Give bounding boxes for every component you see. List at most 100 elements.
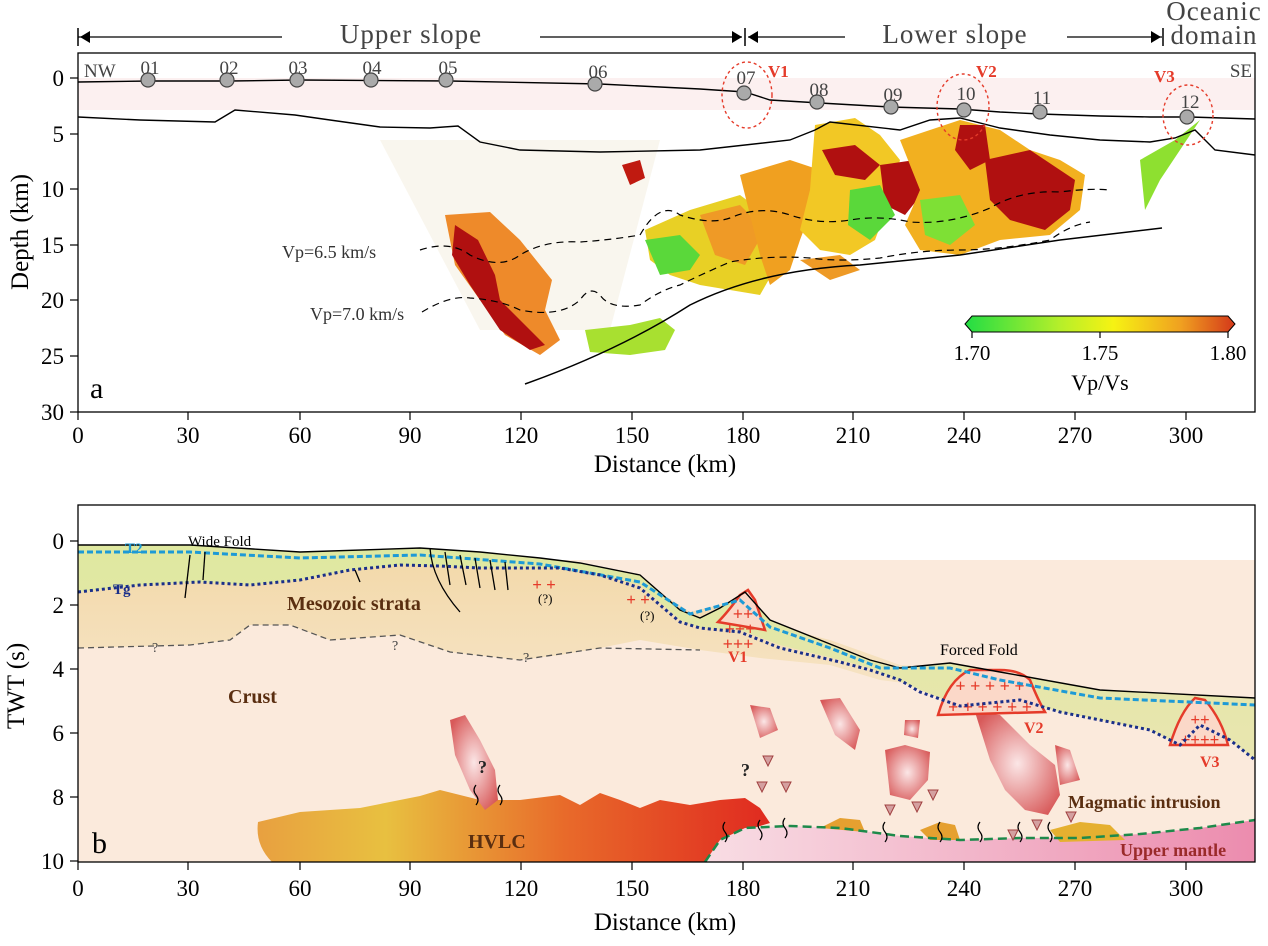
se-label: SE xyxy=(1230,61,1252,82)
volcano-label-v3: V3 xyxy=(1154,67,1175,86)
svg-text:180: 180 xyxy=(726,423,761,448)
obs-02 xyxy=(219,72,235,88)
svg-text:0: 0 xyxy=(53,66,65,91)
svg-text:8: 8 xyxy=(53,785,65,810)
volcano-circle-v1 xyxy=(721,61,773,129)
svg-text:150: 150 xyxy=(615,876,650,901)
obs-label-09: 09 xyxy=(884,85,903,106)
volcano-v1: +++ ++ +++ xyxy=(715,588,767,654)
svg-text:++: ++ xyxy=(1190,710,1209,729)
svg-text:+++: +++ xyxy=(723,634,754,654)
obs-03 xyxy=(289,72,305,88)
region-oceanic: Oceanic xyxy=(1166,0,1261,26)
panel-a-frame xyxy=(77,52,1256,413)
colorbar-tick-175: 1.75 xyxy=(1082,341,1119,365)
colorbar-tick-170: 1.70 xyxy=(954,341,991,365)
obs-label-12: 12 xyxy=(1181,92,1200,113)
obs-label-03: 03 xyxy=(289,58,308,79)
vpvs-anomalies xyxy=(445,118,1200,355)
svg-text:4: 4 xyxy=(53,657,65,682)
question-p-1: (?) xyxy=(538,591,552,606)
panel-b-y-ticks xyxy=(70,540,78,862)
vent-symbols xyxy=(473,784,1053,843)
panel-a-ylabel: Depth (km) xyxy=(7,174,34,290)
panel-b-xlabel: Distance (km) xyxy=(594,909,736,936)
colorbar: 1.70 1.75 1.80 Vp/Vs xyxy=(954,315,1247,395)
svg-text:210: 210 xyxy=(836,423,871,448)
nw-label: NW xyxy=(84,61,116,82)
obs-06 xyxy=(587,76,603,92)
moho-line xyxy=(524,227,1163,385)
obs-label-08: 08 xyxy=(810,80,829,101)
svg-text:150: 150 xyxy=(615,423,650,448)
svg-text:0: 0 xyxy=(53,529,65,554)
svg-text:270: 270 xyxy=(1058,876,1093,901)
moho-boundary xyxy=(703,818,1256,863)
question-2: ? xyxy=(392,639,398,654)
svg-text:25: 25 xyxy=(41,344,64,369)
svg-text:+ + + + + +: + + + + + + xyxy=(948,697,1032,717)
question-3: ? xyxy=(523,651,529,666)
svg-text:0: 0 xyxy=(72,876,84,901)
wide-fold-label: Wide Fold xyxy=(188,534,252,550)
obs-10 xyxy=(956,102,972,118)
contour-vp-7-0 xyxy=(421,221,1091,314)
panel-a: Vp=6.5 km/s Vp=7.0 km/s 01 02 03 04 05 0… xyxy=(7,52,1256,478)
svg-text:5: 5 xyxy=(53,122,65,147)
v1-label: V1 xyxy=(728,649,748,666)
panel-a-x-ticks xyxy=(77,412,1187,420)
svg-text:30: 30 xyxy=(177,423,200,448)
obs-label-07: 07 xyxy=(737,68,756,89)
panel-a-y-tick-labels: 0 5 10 15 20 25 30 xyxy=(41,66,64,425)
svg-text:20: 20 xyxy=(41,288,64,313)
magma-spikes xyxy=(756,755,1077,842)
obs-label-02: 02 xyxy=(220,58,239,79)
tg-horizon xyxy=(77,563,1256,762)
contour-label-7-0: Vp=7.0 km/s xyxy=(310,304,404,324)
svg-text:300: 300 xyxy=(1169,423,1204,448)
question-5: ? xyxy=(741,760,750,780)
intrusion-plus-2: + + xyxy=(626,590,650,609)
svg-text:6: 6 xyxy=(53,721,65,746)
panel-a-letter: a xyxy=(90,372,103,405)
seafloor-line xyxy=(77,79,1256,120)
obs-label-04: 04 xyxy=(363,58,383,79)
svg-text:30: 30 xyxy=(177,876,200,901)
svg-text:+ + + + +: + + + + + xyxy=(955,676,1024,696)
panel-a-xlabel: Distance (km) xyxy=(594,451,736,478)
panel-b-x-ticks xyxy=(77,862,1187,870)
panel-b-letter: b xyxy=(92,827,107,860)
faults xyxy=(184,547,509,613)
intrusion-plus-1: + + xyxy=(532,575,556,594)
obs-08 xyxy=(809,94,825,110)
question-4: ? xyxy=(478,757,487,777)
svg-text:240: 240 xyxy=(947,876,982,901)
v2-label: V2 xyxy=(1024,720,1044,737)
svg-text:270: 270 xyxy=(1058,423,1093,448)
volcano-label-v2: V2 xyxy=(976,62,997,81)
svg-text:++++: ++++ xyxy=(1181,730,1220,749)
obs-07 xyxy=(736,85,752,101)
svg-text:180: 180 xyxy=(726,876,761,901)
obs-label-05: 05 xyxy=(439,58,458,79)
obs-label-06: 06 xyxy=(589,62,608,83)
t2-horizon xyxy=(78,550,1256,707)
hvlc-label: HVLC xyxy=(468,831,526,853)
question-1: ? xyxy=(152,641,158,656)
svg-text:90: 90 xyxy=(399,423,422,448)
mesozoic-label: Mesozoic strata xyxy=(287,593,421,615)
contour-label-6-5: Vp=6.5 km/s xyxy=(282,242,376,262)
mesozoic-layer xyxy=(78,550,1255,740)
forced-fold-label: Forced Fold xyxy=(940,642,1018,659)
panel-b-ylabel: TWT (s) xyxy=(3,643,30,729)
svg-text:60: 60 xyxy=(289,876,312,901)
region-lower-slope: Lower slope xyxy=(882,19,1027,49)
region-bar: Upper slope Lower slope Oceanic domain xyxy=(77,0,1261,50)
svg-text:120: 120 xyxy=(504,876,539,901)
svg-text:10: 10 xyxy=(41,177,64,202)
crust-label: Crust xyxy=(228,686,277,708)
basement-line xyxy=(77,109,1256,156)
colorbar-tick-180: 1.80 xyxy=(1210,341,1247,365)
panel-a-x-tick-labels: 0 30 60 90 120 150 180 210 240 270 300 xyxy=(72,423,1203,448)
